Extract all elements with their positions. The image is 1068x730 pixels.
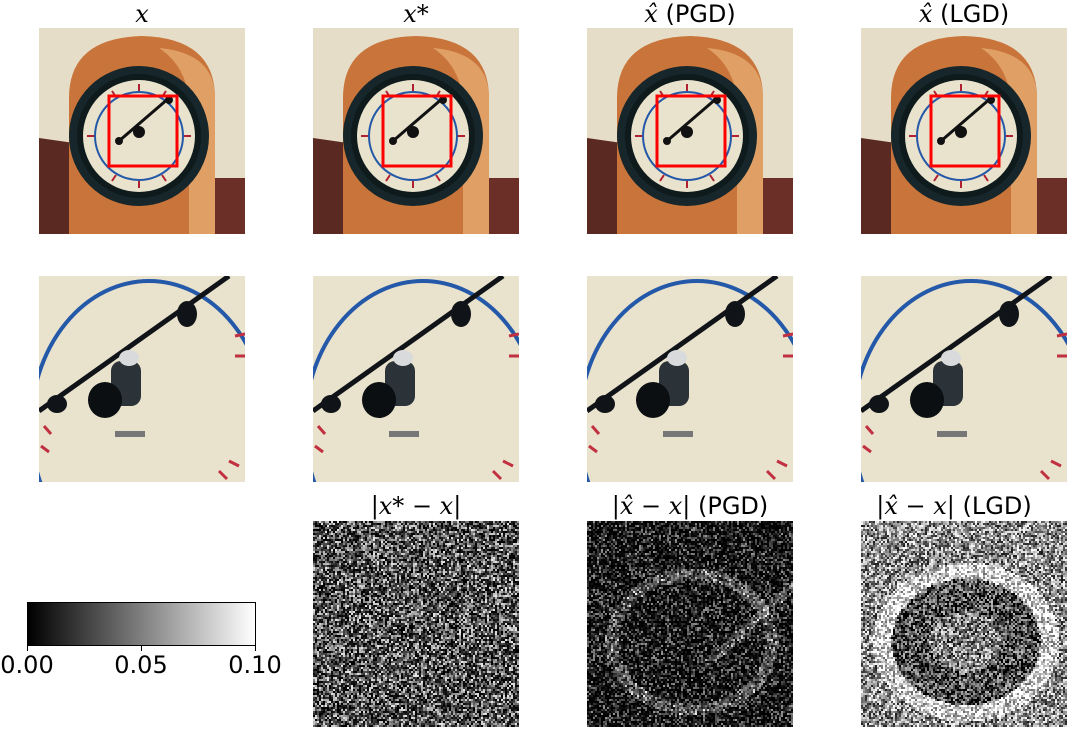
zoom-svg: [39, 276, 245, 482]
colorbar-tick-label-0: 0.00: [0, 651, 54, 679]
title-error-lgd-math: |x̂ − x|: [876, 492, 955, 520]
clock-image-pgd: [587, 28, 793, 234]
clock-svg: [861, 28, 1067, 234]
zoom-svg: [587, 276, 793, 482]
error-map-adversarial: [313, 521, 519, 727]
colorbar-tick-label-2: 0.10: [228, 651, 282, 679]
zoom-svg: [313, 276, 519, 482]
clock-svg: [39, 28, 245, 234]
title-error-pgd-math: |x̂ − x|: [611, 492, 691, 520]
title-pgd-suffix: (PGD): [665, 0, 736, 28]
colorbar-tick-label-1: 0.05: [114, 651, 168, 679]
title-error-adversarial: |x* − x|: [313, 492, 519, 520]
error-map-adversarial-canvas: [313, 521, 519, 727]
title-error-lgd: |x̂ − x| (LGD): [841, 492, 1067, 520]
zoom-image-adversarial: [313, 276, 519, 482]
title-error-lgd-suffix: (LGD): [962, 492, 1032, 520]
title-lgd-suffix: (LGD): [940, 0, 1010, 28]
title-adversarial-math: x*: [403, 0, 429, 28]
title-pgd: x̂ (PGD): [587, 0, 793, 28]
title-error-pgd-suffix: (PGD): [697, 492, 769, 520]
zoom-image-original: [39, 276, 245, 482]
title-lgd: x̂ (LGD): [861, 0, 1067, 28]
colorbar-tick-2: [255, 646, 256, 651]
error-map-pgd: [587, 521, 793, 727]
zoom-image-pgd: [587, 276, 793, 482]
title-adversarial: x*: [313, 0, 519, 28]
clock-image-adversarial: [313, 28, 519, 234]
title-original: x: [39, 0, 245, 28]
zoom-image-lgd: [861, 276, 1067, 482]
clock-image-lgd: [861, 28, 1067, 234]
title-error-adversarial-math: |x* − x|: [370, 492, 462, 520]
colorbar-tick-1: [141, 646, 142, 651]
title-pgd-math: x̂: [644, 0, 658, 28]
error-map-lgd: [861, 521, 1067, 727]
colorbar: [27, 602, 256, 646]
clock-image-original: [39, 28, 245, 234]
title-lgd-math: x̂: [918, 0, 933, 28]
error-map-lgd-canvas: [861, 521, 1067, 727]
title-original-math: x: [135, 0, 149, 28]
clock-svg: [587, 28, 793, 234]
zoom-svg: [861, 276, 1067, 482]
clock-svg: [313, 28, 519, 234]
title-error-pgd: |x̂ − x| (PGD): [567, 492, 813, 520]
colorbar-tick-0: [27, 646, 28, 651]
error-map-pgd-canvas: [587, 521, 793, 727]
